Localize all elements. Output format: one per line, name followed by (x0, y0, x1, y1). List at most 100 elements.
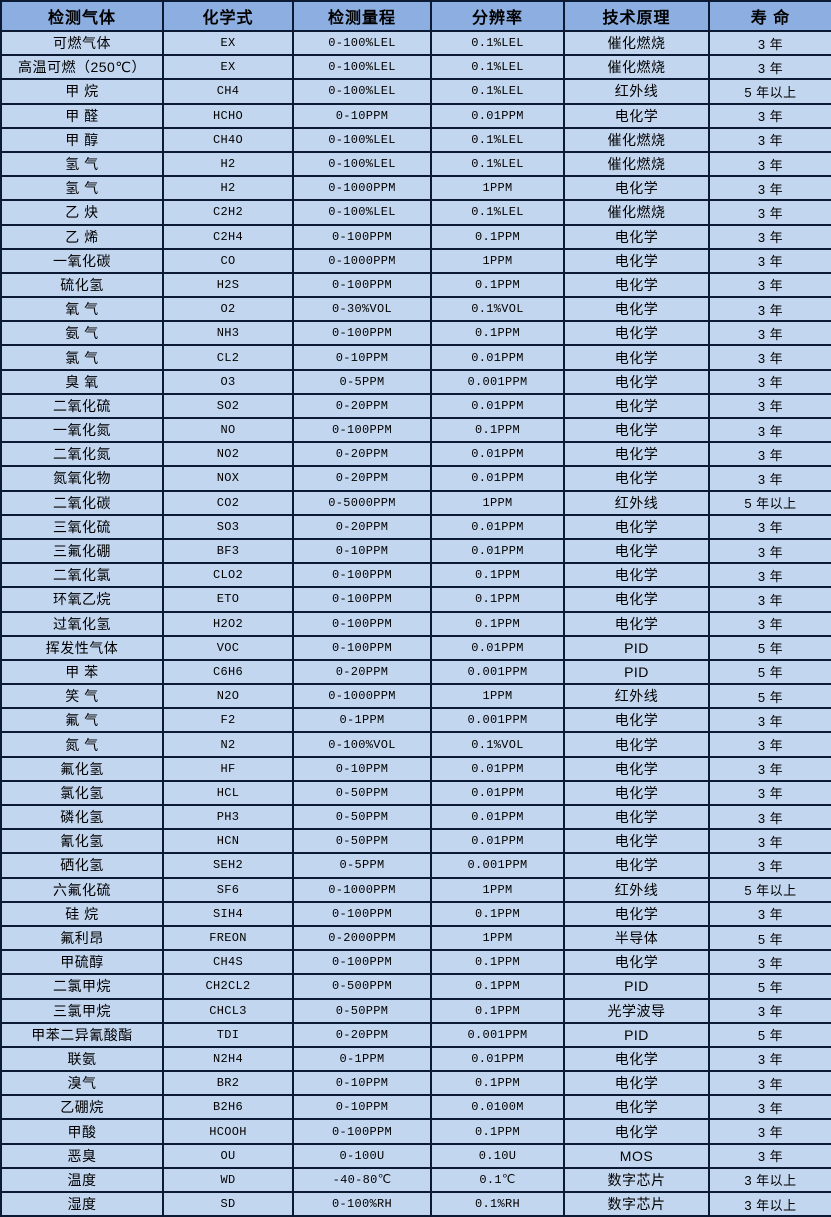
cell-res: 0.01PPM (430, 634, 565, 661)
cell-formula: SF6 (162, 876, 294, 903)
cell-res: 0.001PPM (430, 1021, 565, 1048)
cell-range: 0-100PPM (292, 610, 432, 637)
cell-range: 0-20PPM (292, 441, 432, 468)
table-row: 氮氧化物 NOX 0-20PPM 0.01PPM 电化学 3 年 (0, 465, 831, 492)
cell-formula: HCL (162, 779, 294, 807)
cell-life: 3 年 (708, 102, 831, 129)
cell-formula: HCN (162, 828, 294, 855)
cell-formula: FREON (162, 924, 294, 952)
cell-name: 甲酸 (0, 1118, 164, 1145)
cell-range: 0-100PPM (292, 223, 432, 250)
cell-res: 0.1%VOL (430, 296, 565, 323)
cell-life: 3 年 (708, 223, 831, 250)
cell-name: 一氧化碳 (0, 247, 164, 274)
cell-res: 0.1%LEL (430, 29, 565, 57)
cell-life: 3 年 (708, 900, 831, 927)
cell-range: 0-100PPM (292, 271, 432, 299)
cell-range: 0-100PPM (292, 562, 432, 589)
cell-range: 0-500PPM (292, 973, 432, 1000)
cell-life: 3 年 (708, 247, 831, 274)
cell-formula: CLO2 (162, 562, 294, 589)
cell-life: 3 年 (708, 175, 831, 202)
cell-range: 0-10PPM (292, 344, 432, 371)
cell-formula: WD (162, 1166, 294, 1194)
cell-range: 0-100PPM (292, 416, 432, 444)
cell-tech: 电化学 (563, 949, 710, 976)
table-row: 氰化氢 HCN 0-50PPM 0.01PPM 电化学 3 年 (0, 828, 831, 855)
cell-tech: 电化学 (563, 296, 710, 323)
cell-life: 5 年 (708, 683, 831, 710)
cell-life: 3 年 (708, 755, 831, 782)
cell-res: 1PPM (430, 175, 565, 202)
table-row: 氟利昂 FREON 0-2000PPM 1PPM 半导体 5 年 (0, 924, 831, 952)
cell-formula: NO2 (162, 441, 294, 468)
cell-tech: 光学波导 (563, 997, 710, 1024)
cell-tech: 电化学 (563, 175, 710, 202)
cell-range: 0-100%LEL (292, 54, 432, 81)
cell-name: 二氧化氮 (0, 441, 164, 468)
cell-formula: HF (162, 755, 294, 782)
cell-tech: 电化学 (563, 416, 710, 444)
cell-tech: 电化学 (563, 537, 710, 565)
table-row: 挥发性气体 VOC 0-100PPM 0.01PPM PID 5 年 (0, 634, 831, 661)
cell-formula: TDI (162, 1021, 294, 1048)
cell-tech: 催化燃烧 (563, 126, 710, 153)
cell-res: 0.1PPM (430, 997, 565, 1024)
cell-tech: 催化燃烧 (563, 29, 710, 57)
cell-range: -40-80℃ (292, 1166, 432, 1194)
column-header-resolution: 分辨率 (430, 0, 565, 32)
cell-tech: 电化学 (563, 247, 710, 274)
cell-life: 3 年 (708, 392, 831, 420)
cell-life: 3 年 (708, 441, 831, 468)
cell-res: 0.01PPM (430, 441, 565, 468)
cell-name: 乙 炔 (0, 199, 164, 226)
cell-formula: CH4O (162, 126, 294, 153)
table-row: 氨 气 NH3 0-100PPM 0.1PPM 电化学 3 年 (0, 320, 831, 347)
cell-formula: EX (162, 29, 294, 57)
cell-life: 3 年以上 (708, 1166, 831, 1194)
cell-res: 0.01PPM (430, 513, 565, 540)
cell-formula: VOC (162, 634, 294, 661)
cell-tech: 电化学 (563, 779, 710, 807)
cell-tech: 电化学 (563, 223, 710, 250)
cell-range: 0-50PPM (292, 803, 432, 831)
header-row: 检测气体 化学式 检测量程 分辨率 技术原理 寿 命 (0, 0, 831, 32)
cell-formula: H2 (162, 150, 294, 178)
cell-range: 0-100PPM (292, 320, 432, 347)
table-row: 甲苯二异氰酸酯 TDI 0-20PPM 0.001PPM PID 5 年 (0, 1021, 831, 1048)
cell-range: 0-1000PPM (292, 175, 432, 202)
cell-name: 氮氧化物 (0, 465, 164, 492)
cell-tech: 电化学 (563, 368, 710, 395)
cell-range: 0-10PPM (292, 537, 432, 565)
table-row: 二氧化硫 SO2 0-20PPM 0.01PPM 电化学 3 年 (0, 392, 831, 420)
table-body: 可燃气体 EX 0-100%LEL 0.1%LEL 催化燃烧 3 年高温可燃（250℃） E… (0, 29, 831, 1217)
cell-formula: SO2 (162, 392, 294, 420)
cell-range: 0-20PPM (292, 658, 432, 686)
cell-range: 0-50PPM (292, 828, 432, 855)
cell-tech: MOS (563, 1142, 710, 1169)
cell-life: 3 年 (708, 296, 831, 323)
cell-life: 3 年 (708, 537, 831, 565)
column-header-gas-name: 检测气体 (0, 0, 164, 32)
cell-tech: 电化学 (563, 852, 710, 879)
cell-res: 0.0100M (430, 1094, 565, 1121)
cell-life: 3 年 (708, 1142, 831, 1169)
table-row: 甲 醛 HCHO 0-10PPM 0.01PPM 电化学 3 年 (0, 102, 831, 129)
cell-formula: SO3 (162, 513, 294, 540)
cell-name: 恶臭 (0, 1142, 164, 1169)
cell-name: 氮 气 (0, 731, 164, 758)
cell-tech: PID (563, 1021, 710, 1048)
cell-tech: 电化学 (563, 320, 710, 347)
table-row: 可燃气体 EX 0-100%LEL 0.1%LEL 催化燃烧 3 年 (0, 29, 831, 57)
cell-formula: OU (162, 1142, 294, 1169)
cell-tech: 电化学 (563, 441, 710, 468)
table-row: 二氯甲烷 CH2CL2 0-500PPM 0.1PPM PID 5 年 (0, 973, 831, 1000)
cell-formula: SD (162, 1190, 294, 1217)
cell-life: 5 年 (708, 1021, 831, 1048)
cell-tech: PID (563, 634, 710, 661)
cell-life: 5 年以上 (708, 876, 831, 903)
cell-formula: O2 (162, 296, 294, 323)
cell-life: 5 年以上 (708, 489, 831, 516)
cell-tech: 电化学 (563, 707, 710, 734)
table-row: 湿度 SD 0-100%RH 0.1%RH 数字芯片 3 年以上 (0, 1190, 831, 1217)
